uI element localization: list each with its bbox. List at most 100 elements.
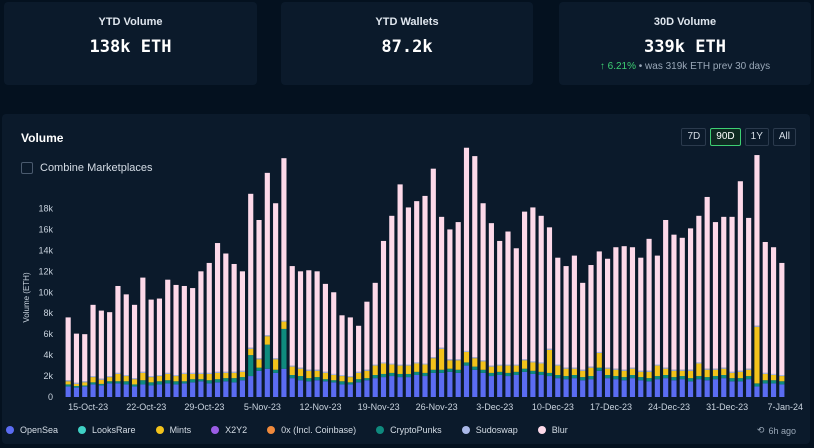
bar-segment-blur [671,234,677,370]
bar-segment-sudoswap [73,382,80,384]
bar-segment-blur [654,255,660,365]
stat-title: 30D Volume [653,16,717,28]
bar-segment-blur [605,258,611,368]
bar-segment-sudoswap [314,369,320,371]
bar-segment-mints [115,373,121,382]
legend-dot [267,426,276,434]
bar-segment-blur [779,262,785,376]
bar-segment-cryptopunks [198,379,204,382]
bar-segment-blur [472,156,478,358]
bar-segment-blur [181,285,187,373]
bar-segment-blur [696,215,702,363]
bar-segment-mints [721,368,727,375]
bar-segment-cryptopunks [513,371,519,375]
bar-segment-sudoswap [65,380,71,382]
bar-segment-mints [629,368,636,375]
legend-item-mints[interactable]: Mints [155,425,191,435]
bar-segment-opensea [596,370,602,397]
bar-segment-cryptopunks [389,372,395,377]
bar-segment-sudoswap [530,361,536,363]
range-tab-90d[interactable]: 90D [710,128,741,146]
combine-label: Combine Marketplaces [40,162,153,174]
range-tab-1y[interactable]: 1Y [744,128,769,146]
bar-segment-opensea [148,385,154,397]
bar-segment-blur [522,211,528,360]
bar-segment-sudoswap [422,363,428,365]
bar-segment-blur [497,240,503,365]
bar-segment-blur [505,231,511,365]
bar-segment-sudoswap [779,375,785,377]
bar-segment-blur [389,215,395,364]
bar-segment-opensea [447,371,453,397]
bar-segment-mints [538,363,544,372]
bar-segment-opensea [131,386,138,397]
bar-segment-blur [339,315,345,376]
bar-segment-cryptopunks [339,381,345,385]
legend-item-sudoswap[interactable]: Sudoswap [461,425,518,435]
bar-segment-blur [173,284,179,375]
bar-segment-blur [463,147,470,351]
bar-segment-blur [289,266,295,366]
bar-segment-blur [264,172,270,336]
bar-segment-sudoswap [588,366,594,368]
bar-segment-mints [389,364,395,373]
bar-segment-blur [214,243,221,372]
bar-segment-blur [190,288,196,373]
legend-item-opensea[interactable]: OpenSea [6,425,58,435]
bar-segment-blur [480,203,486,361]
bar-segment-blur [165,279,171,373]
bar-segment-blur [73,333,80,383]
bar-segment-cryptopunks [530,370,536,374]
bar-segment-mints [571,368,577,375]
bar-segment-opensea [754,386,760,397]
bar-segment-blur [314,271,320,370]
bar-segment-mints [331,375,337,381]
bar-segment-opensea [239,380,245,397]
legend-item-0x[interactable]: 0x (Incl. Coinbase) [267,425,356,435]
bar-segment-opensea [538,375,544,397]
bar-segment-cryptopunks [596,367,602,371]
bar-segment-sudoswap [140,371,146,373]
bar-segment-sudoswap [638,370,644,372]
legend-item-x2y2[interactable]: X2Y2 [211,425,247,435]
bar-segment-mints [770,375,777,381]
bar-segment-mints [206,373,212,381]
bar-segment-cryptopunks [455,369,461,373]
bar-segment-blur [397,184,403,365]
bar-segment-blur [754,155,760,326]
range-tab-7d[interactable]: 7D [681,128,707,146]
bar-segment-mints [480,361,486,370]
bar-segment-sudoswap [430,357,436,359]
combine-marketplaces-toggle[interactable]: Combine Marketplaces [21,162,153,174]
bar-segment-sudoswap [389,363,395,365]
legend-item-looksrare[interactable]: LooksRare [78,425,136,435]
checkbox[interactable] [21,162,33,174]
bar-segment-opensea [331,382,337,397]
bar-segment-mints [156,376,163,382]
legend-label: X2Y2 [225,425,248,435]
bar-segment-mints [687,370,694,379]
bar-segment-cryptopunks [721,375,727,379]
bar-segment-opensea [73,387,80,397]
bar-segment-sudoswap [231,371,237,373]
bar-segment-mints [339,376,345,382]
bar-segment-blur [513,248,519,365]
bar-segment-cryptopunks [231,378,237,383]
bar-segment-sudoswap [356,371,362,373]
bar-segment-opensea [223,381,229,397]
legend-label: Sudoswap [475,425,518,435]
range-tab-all[interactable]: All [772,128,796,146]
bar-segment-opensea [712,379,719,397]
bar-segment-blur [687,228,694,370]
bar-segment-cryptopunks [422,372,428,377]
bar-segment-mints [712,369,719,377]
bar-segment-opensea [364,380,370,397]
bar-segment-blur [239,271,245,371]
bar-segment-mints [131,379,138,385]
change-percent: 6.21% [607,61,636,72]
legend-item-blur[interactable]: Blur [537,425,568,435]
legend-item-cryptopunks[interactable]: CryptoPunks [376,425,442,435]
bar-segment-mints [746,369,752,377]
bar-segment-opensea [737,381,743,397]
bar-segment-mints [98,379,104,384]
